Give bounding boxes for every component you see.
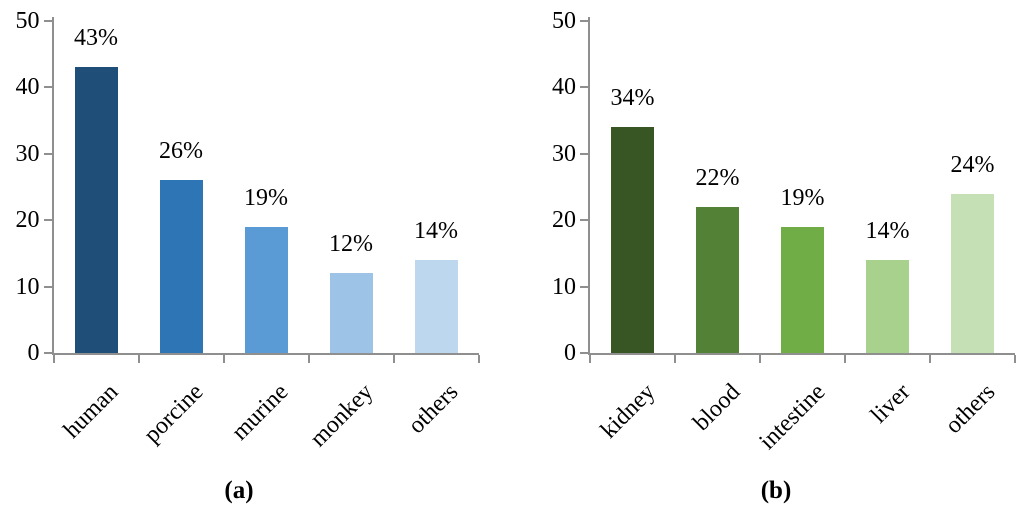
bar-value-label: 34%	[610, 85, 655, 112]
x-axis-tick	[392, 355, 395, 363]
y-axis-tick	[43, 152, 52, 155]
y-axis-tick	[43, 219, 52, 222]
x-axis-tick	[759, 355, 761, 363]
y-axis-tick	[580, 219, 588, 222]
y-axis-line	[588, 17, 590, 355]
y-tick-label: 30	[552, 140, 576, 167]
y-tick-label: 40	[552, 74, 576, 101]
y-axis-tick	[43, 86, 52, 89]
panel-caption: (a)	[224, 477, 254, 504]
x-axis-tick	[477, 355, 480, 363]
x-axis-tick	[929, 355, 931, 363]
y-tick-label: 10	[15, 273, 40, 300]
bar	[159, 180, 203, 353]
bar-value-label: 22%	[695, 164, 740, 191]
bar-value-label: 19%	[244, 184, 288, 211]
bar-value-label: 14%	[865, 218, 910, 245]
bar-value-label: 12%	[329, 231, 373, 258]
x-axis-tick	[844, 355, 846, 363]
x-axis-tick	[674, 355, 676, 363]
x-axis-tick	[52, 355, 55, 363]
y-axis-tick	[43, 20, 52, 22]
bar	[414, 260, 458, 353]
y-axis-tick	[43, 352, 52, 354]
bar-value-label: 19%	[780, 184, 825, 211]
x-axis-tick	[222, 355, 225, 363]
y-axis-tick	[580, 152, 588, 155]
bar	[951, 193, 994, 353]
x-axis-line	[51, 353, 479, 355]
y-tick-label: 10	[552, 273, 576, 300]
bar	[696, 206, 739, 353]
panel-caption: (b)	[760, 477, 792, 504]
y-axis-tick	[580, 285, 588, 288]
x-axis-tick	[307, 355, 310, 363]
bar	[74, 67, 118, 353]
y-tick-label: 0	[564, 340, 576, 366]
x-axis-line	[588, 353, 1015, 355]
bar-value-label: 24%	[950, 151, 995, 178]
y-tick-label: 40	[15, 74, 40, 101]
y-axis-tick	[580, 86, 588, 89]
bar-value-label: 43%	[74, 25, 118, 52]
y-tick-label: 20	[15, 207, 40, 234]
y-tick-label: 20	[552, 207, 576, 234]
bar	[244, 226, 288, 353]
y-axis-tick	[43, 285, 52, 288]
x-axis-tick	[589, 355, 591, 363]
x-axis-tick	[137, 355, 140, 363]
bar	[611, 127, 654, 353]
y-tick-label: 0	[27, 340, 40, 366]
y-axis-line	[51, 17, 54, 355]
bar-value-label: 26%	[159, 138, 203, 165]
bar-value-label: 14%	[414, 218, 458, 245]
x-axis-tick	[1014, 355, 1016, 363]
y-tick-label: 50	[15, 8, 40, 34]
bar	[329, 273, 373, 353]
y-tick-label: 50	[552, 8, 576, 34]
bar	[781, 226, 824, 353]
y-tick-label: 30	[15, 140, 40, 167]
y-axis-tick	[580, 20, 588, 22]
bar	[866, 260, 909, 353]
y-axis-tick	[580, 352, 588, 354]
